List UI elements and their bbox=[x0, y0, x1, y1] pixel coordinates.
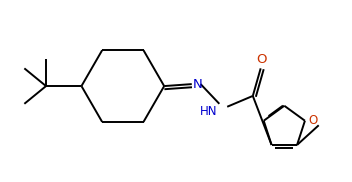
Text: HN: HN bbox=[200, 105, 217, 118]
Text: N: N bbox=[193, 78, 202, 91]
Text: O: O bbox=[256, 53, 267, 66]
Text: O: O bbox=[308, 114, 317, 127]
